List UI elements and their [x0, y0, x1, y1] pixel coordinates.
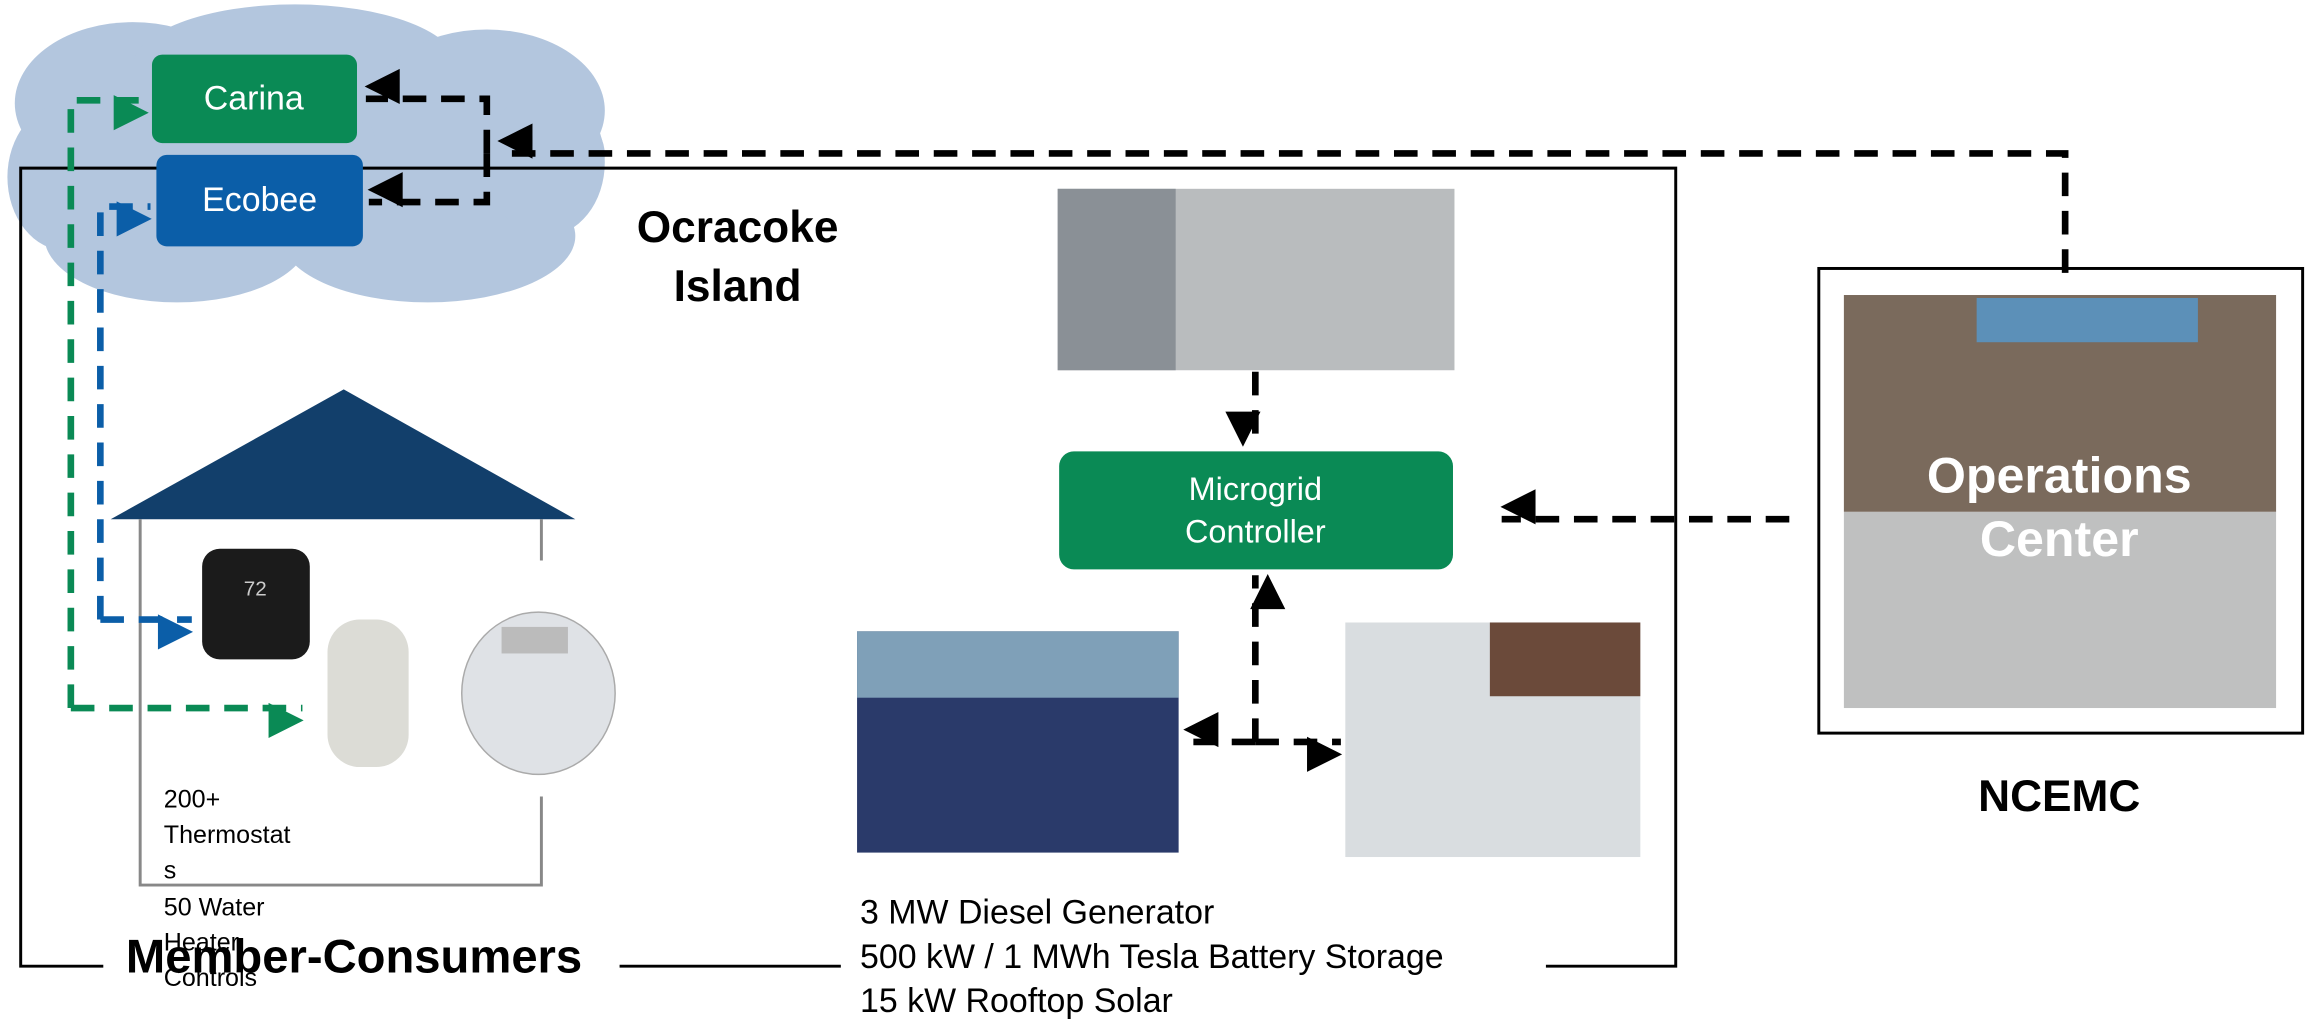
house-roof — [111, 389, 576, 519]
asset-line: 15 kW Rooftop Solar — [860, 982, 1173, 1020]
island-title: Ocracoke — [637, 203, 839, 252]
page: {"cloud": {"nodes": [{"label": "Carina"}… — [0, 0, 2313, 1024]
thermostat — [202, 549, 310, 660]
island-title: Island — [674, 262, 802, 311]
org-label: NCEMC — [1978, 772, 2140, 821]
diagram: Carina Ecobee Ocracoke Island Microgrid … — [0, 0, 2313, 1024]
node-label: Carina — [204, 79, 304, 117]
solar-photo-sky — [857, 631, 1179, 697]
asset-line: 500 kW / 1 MWh Tesla Battery Storage — [860, 938, 1444, 976]
ops-label: Center — [1980, 511, 2139, 567]
controller-box — [1059, 451, 1453, 569]
battery-photo-detail — [1490, 622, 1640, 696]
ops-photo-screen — [1977, 298, 2198, 342]
thermostat-display: 72 — [244, 577, 267, 600]
device-line: 200+ — [164, 786, 220, 814]
device-line: s — [164, 856, 177, 884]
node-label: Ecobee — [202, 181, 317, 219]
controller-label: Controller — [1185, 514, 1326, 550]
diesel-photo-detail — [1058, 189, 1176, 370]
water-heater — [328, 620, 409, 768]
controller-label: Microgrid — [1189, 471, 1322, 507]
device-line: Thermostat — [164, 821, 291, 849]
device-line: 50 Water — [164, 893, 265, 921]
meter-display — [502, 627, 568, 654]
ops-label: Operations — [1927, 448, 2192, 504]
asset-line: 3 MW Diesel Generator — [860, 894, 1214, 932]
house-title: Member-Consumers — [126, 931, 582, 984]
